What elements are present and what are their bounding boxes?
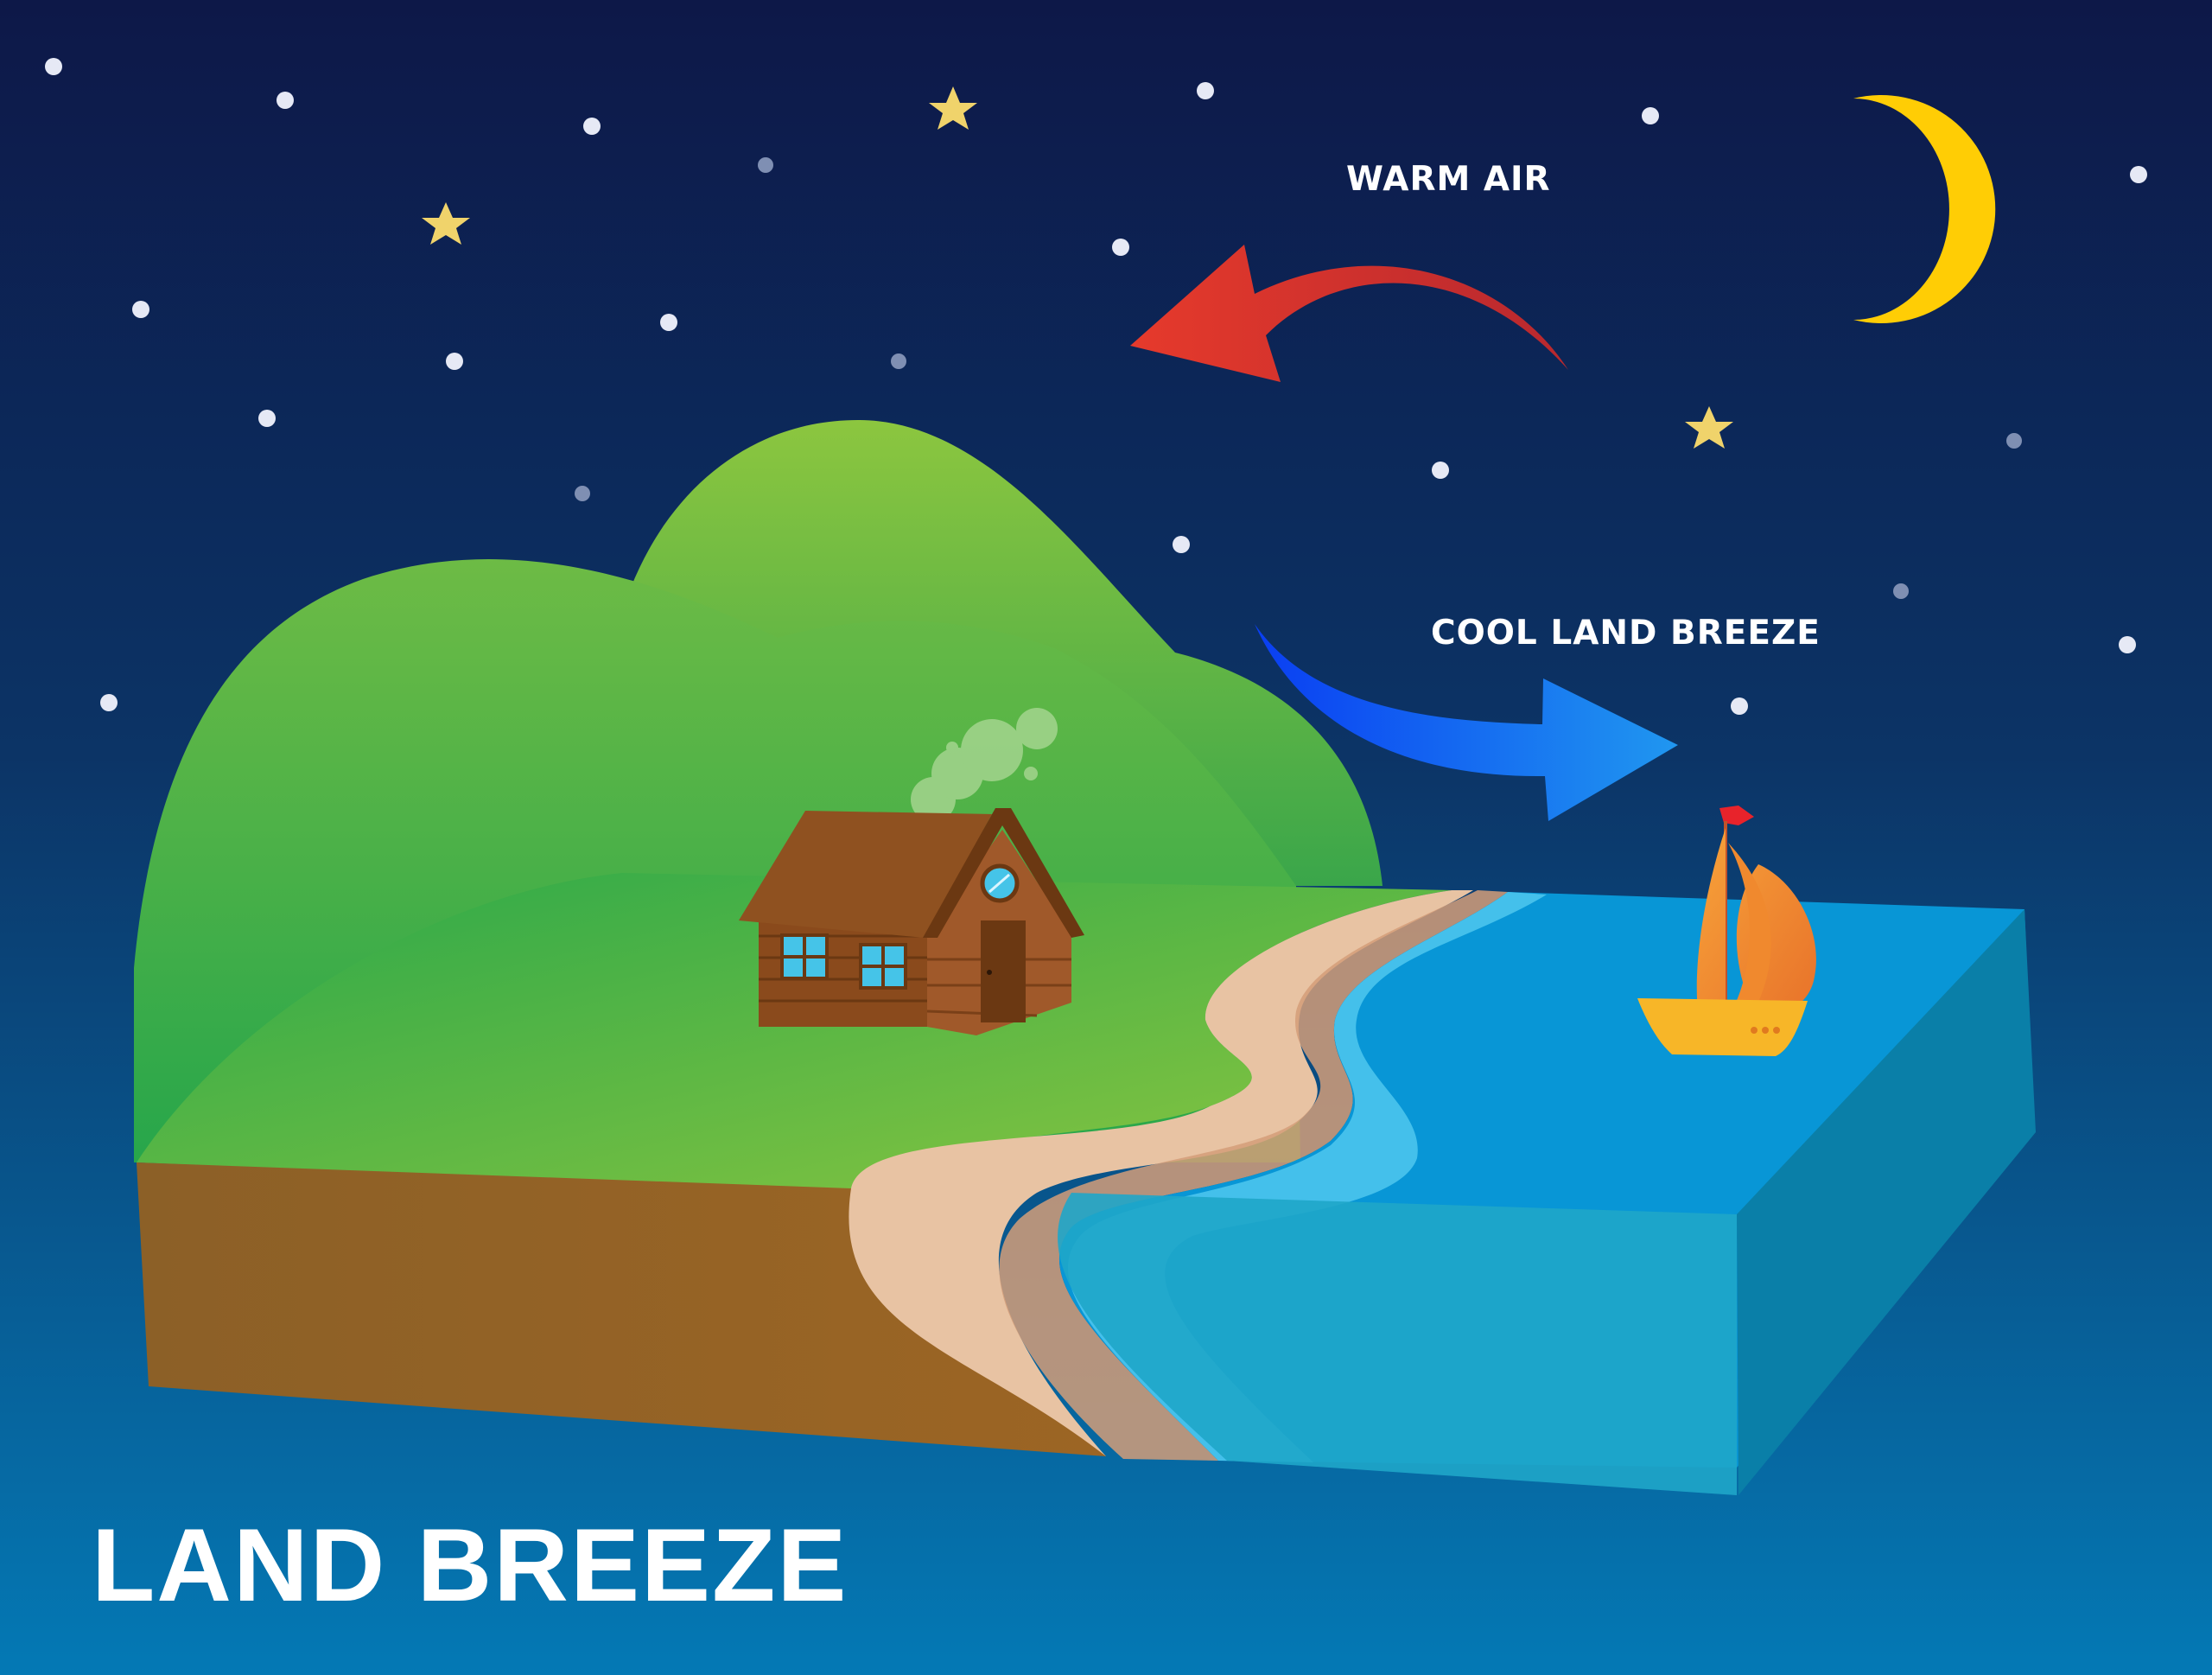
warm-air-label: WARM AIR: [1346, 160, 1551, 199]
diagram-title: LAND BREEZE: [92, 1507, 848, 1623]
warm-air-arrow: [1130, 245, 1568, 382]
sea-shallows: [1067, 892, 1547, 1462]
chimney-smoke-icon: [911, 708, 1058, 822]
house-roof: [739, 811, 992, 938]
star-icon: [422, 202, 470, 245]
crescent-moon-icon: [1853, 95, 1996, 324]
star-icon: [1685, 406, 1733, 449]
beach-sand: [849, 890, 1473, 1456]
house-window: [780, 933, 829, 980]
house: [739, 708, 1084, 1035]
house-window: [859, 943, 907, 990]
cool-breeze-label: COOL LAND BREEZE: [1431, 614, 1821, 653]
star-icons: [422, 86, 1733, 449]
star-icon: [929, 86, 977, 130]
sea-right-side: [1737, 909, 2036, 1495]
boat-hull-icon: [1637, 998, 1808, 1056]
sea-front-side: [1058, 1193, 1737, 1495]
cool-breeze-arrow: [1255, 624, 1678, 821]
stars: [45, 58, 2147, 715]
boat-flag-icon: [1719, 806, 1754, 825]
land-surface: [137, 873, 1452, 1193]
sailboat: [1637, 806, 1816, 1056]
land-soil-side: [137, 1162, 1106, 1456]
